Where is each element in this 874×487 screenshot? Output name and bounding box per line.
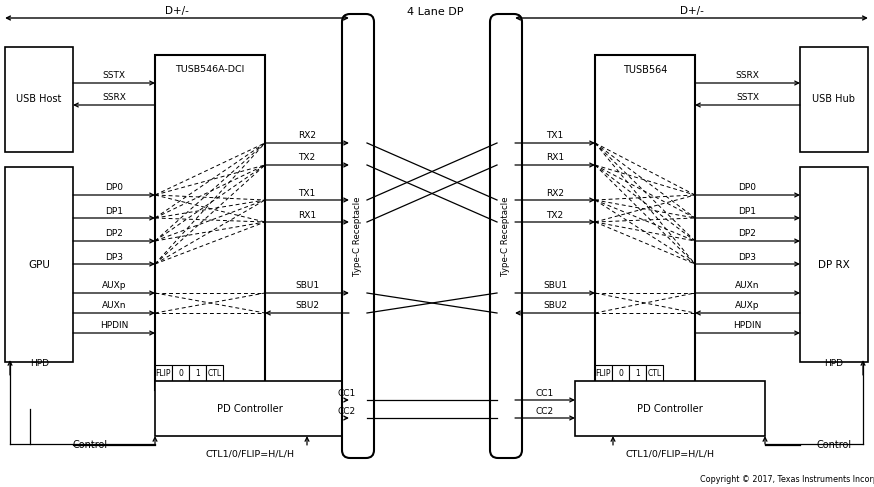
Text: 1: 1 [635, 369, 640, 377]
Text: DP1: DP1 [739, 206, 757, 216]
Text: HPD: HPD [824, 358, 843, 368]
Text: CC2: CC2 [536, 407, 554, 415]
Text: DP3: DP3 [105, 252, 123, 262]
Text: SSRX: SSRX [102, 94, 126, 102]
Text: TX2: TX2 [298, 153, 316, 163]
Text: FLIP: FLIP [596, 369, 611, 377]
Bar [595, 55, 695, 390]
Text: 1: 1 [195, 369, 200, 377]
Text: RX2: RX2 [298, 131, 316, 141]
Bar [155, 55, 265, 390]
Text: CTL: CTL [648, 369, 662, 377]
Bar [595, 365, 612, 381]
Text: 0: 0 [178, 369, 183, 377]
Bar [629, 365, 646, 381]
Text: Copyright © 2017, Texas Instruments Incorporated: Copyright © 2017, Texas Instruments Inco… [700, 474, 874, 484]
Text: TX2: TX2 [546, 210, 564, 220]
Text: TUSB546A-DCI: TUSB546A-DCI [176, 65, 245, 75]
Text: SSRX: SSRX [736, 72, 760, 80]
Text: TX1: TX1 [298, 188, 316, 198]
Text: 4 Lane DP: 4 Lane DP [406, 7, 463, 17]
Text: HPDIN: HPDIN [733, 321, 761, 331]
Bar [189, 365, 206, 381]
Text: D+/-: D+/- [165, 6, 189, 16]
Text: DP2: DP2 [739, 229, 756, 239]
Bar [5, 47, 73, 152]
Text: CTL1/0/FLIP=H/L/H: CTL1/0/FLIP=H/L/H [205, 450, 295, 458]
Bar [575, 381, 765, 436]
Text: PD Controller: PD Controller [217, 404, 283, 413]
Text: DP1: DP1 [105, 206, 123, 216]
Text: CTL1/0/FLIP=H/L/H: CTL1/0/FLIP=H/L/H [626, 450, 715, 458]
Text: Control: Control [73, 440, 108, 450]
Text: 0: 0 [618, 369, 623, 377]
Bar [5, 167, 73, 362]
Text: RX1: RX1 [546, 153, 564, 163]
Text: SSTX: SSTX [102, 72, 126, 80]
Bar [800, 167, 868, 362]
Text: AUXn: AUXn [735, 281, 760, 291]
Text: RX1: RX1 [298, 210, 316, 220]
Text: Type-C Receptacle: Type-C Receptacle [353, 196, 363, 276]
Bar [646, 365, 663, 381]
Text: D+/-: D+/- [680, 6, 704, 16]
Text: CTL: CTL [207, 369, 222, 377]
Text: SBU1: SBU1 [295, 281, 319, 291]
Bar [206, 365, 223, 381]
Bar [800, 47, 868, 152]
Text: RX2: RX2 [546, 188, 564, 198]
Bar [612, 365, 629, 381]
Text: SBU1: SBU1 [543, 281, 567, 291]
Text: SBU2: SBU2 [543, 301, 567, 311]
Text: HPD: HPD [30, 358, 49, 368]
Text: USB Host: USB Host [17, 94, 62, 105]
Text: SBU2: SBU2 [295, 301, 319, 311]
Text: PD Controller: PD Controller [637, 404, 703, 413]
Text: Control: Control [816, 440, 851, 450]
Bar [172, 365, 189, 381]
Text: AUXn: AUXn [101, 301, 126, 311]
Text: GPU: GPU [28, 260, 50, 269]
Text: AUXp: AUXp [735, 301, 760, 311]
FancyBboxPatch shape [342, 14, 374, 458]
Text: DP RX: DP RX [818, 260, 850, 269]
Text: DP0: DP0 [739, 184, 757, 192]
Text: USB Hub: USB Hub [813, 94, 856, 105]
Text: TX1: TX1 [546, 131, 564, 141]
Text: SSTX: SSTX [736, 94, 759, 102]
Text: CC1: CC1 [338, 389, 356, 397]
Text: CC2: CC2 [338, 407, 356, 415]
Text: TUSB564: TUSB564 [623, 65, 667, 75]
Text: CC1: CC1 [536, 389, 554, 397]
Text: DP0: DP0 [105, 184, 123, 192]
Text: FLIP: FLIP [156, 369, 171, 377]
Text: Type-C Receptacle: Type-C Receptacle [502, 196, 510, 276]
FancyBboxPatch shape [490, 14, 522, 458]
Bar [155, 365, 172, 381]
Text: DP2: DP2 [105, 229, 123, 239]
Text: DP3: DP3 [739, 252, 757, 262]
Text: AUXp: AUXp [101, 281, 126, 291]
Text: HPDIN: HPDIN [100, 321, 128, 331]
Bar [155, 381, 345, 436]
